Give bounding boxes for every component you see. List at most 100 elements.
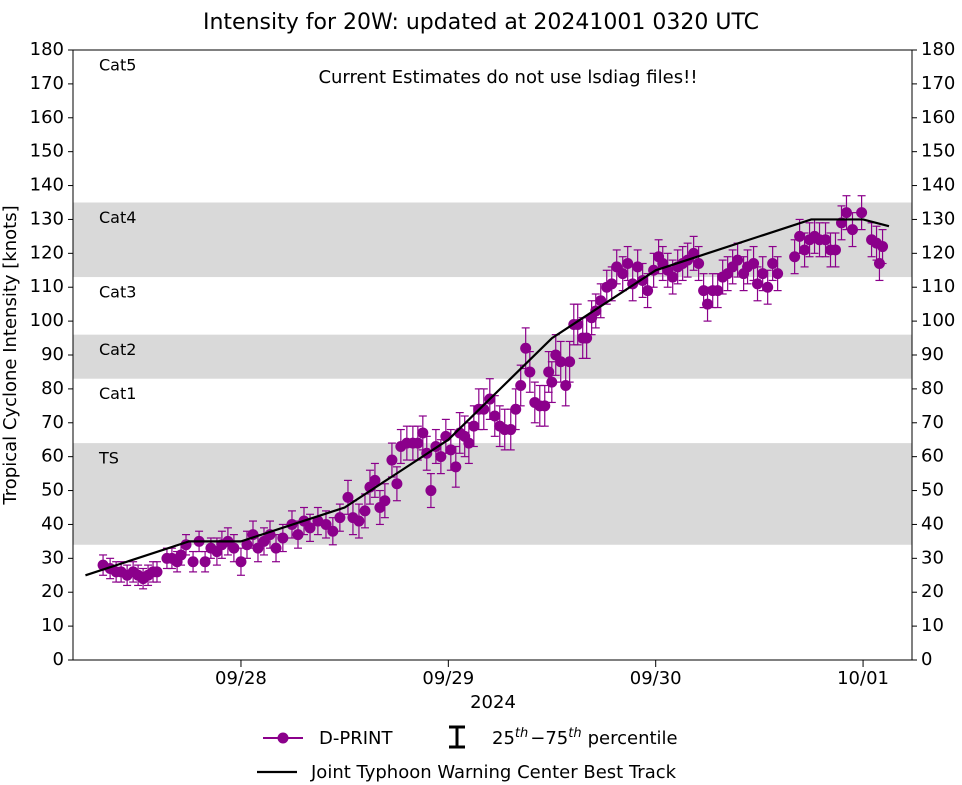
y-tick-label: 100 [921, 310, 955, 331]
dprint-point [772, 268, 784, 280]
y-tick-label: 160 [30, 107, 64, 128]
dprint-point [606, 278, 618, 290]
dprint-point [417, 427, 429, 439]
y-tick-label: 40 [41, 513, 64, 534]
legend-label: Joint Typhoon Warning Center Best Track [310, 762, 677, 783]
legend-label: D-PRINT [319, 728, 393, 749]
y-tick-label: 80 [921, 378, 944, 399]
y-tick-label: 120 [921, 242, 955, 263]
category-label: TS [98, 449, 119, 468]
dprint-point [632, 261, 644, 273]
dprint-point [520, 342, 532, 354]
x-axis-label: 2024 [470, 692, 516, 713]
dprint-point [799, 244, 811, 256]
category-band [73, 334, 912, 379]
dprint-point [794, 230, 806, 242]
dprint-point [820, 234, 832, 246]
dprint-point [702, 298, 714, 310]
dprint-point [228, 542, 240, 554]
category-label: Cat4 [99, 208, 136, 227]
dprint-point [270, 542, 282, 554]
y-tick-label: 10 [921, 615, 944, 636]
dprint-point [693, 258, 705, 269]
dprint-point [199, 556, 211, 568]
category-label: Cat2 [99, 340, 136, 359]
y-tick-label: 130 [30, 208, 64, 229]
y-tick-label: 50 [921, 480, 944, 501]
category-label: Cat3 [99, 283, 136, 302]
dprint-point [435, 451, 447, 463]
y-tick-label: 80 [41, 378, 64, 399]
dprint-point [564, 356, 576, 368]
dprint-point [840, 207, 852, 219]
x-tick-label: 09/30 [630, 668, 682, 689]
dprint-point [642, 285, 654, 297]
dprint-point [320, 518, 332, 530]
y-tick-label: 70 [41, 412, 64, 433]
dprint-point [277, 532, 289, 544]
dprint-point [505, 424, 517, 436]
y-tick-label: 150 [30, 141, 64, 162]
dprint-point [856, 207, 868, 219]
chart-title: Intensity for 20W: updated at 20241001 0… [203, 10, 759, 35]
y-tick-label: 160 [921, 107, 955, 128]
dprint-point [425, 485, 437, 497]
x-tick-label: 09/29 [422, 668, 474, 689]
y-tick-label: 0 [53, 649, 64, 670]
y-tick-label: 140 [921, 175, 955, 196]
dprint-point [667, 271, 679, 283]
y-tick-label: 100 [30, 310, 64, 331]
dprint-point [386, 454, 398, 466]
dprint-point [342, 491, 354, 503]
legend-label-part: th [515, 726, 528, 741]
dprint-point [698, 285, 710, 297]
dprint-point [327, 525, 339, 537]
dprint-point [757, 268, 769, 280]
annotation: Current Estimates do not use lsdiag file… [318, 67, 697, 88]
y-tick-label: 70 [921, 412, 944, 433]
dprint-point [510, 403, 522, 415]
dprint-point [412, 437, 424, 449]
y-tick-label: 120 [30, 242, 64, 263]
y-tick-label: 140 [30, 175, 64, 196]
legend-label-part: 25 [492, 728, 515, 749]
x-tick-label: 10/01 [837, 668, 889, 689]
y-tick-label: 170 [30, 73, 64, 94]
dprint-point [524, 366, 536, 378]
dprint-point [235, 556, 247, 568]
y-tick-label: 150 [921, 141, 955, 162]
dprint-point [292, 529, 304, 541]
dprint-point [555, 356, 567, 368]
dprint-point [581, 332, 593, 344]
dprint-point [304, 522, 316, 534]
x-tick-label: 09/28 [215, 668, 267, 689]
y-tick-label: 10 [41, 615, 64, 636]
category-label: Cat5 [99, 56, 136, 75]
y-tick-label: 0 [921, 649, 932, 670]
dprint-point [241, 539, 253, 551]
legend-marker [277, 732, 289, 744]
y-tick-label: 180 [30, 39, 64, 60]
y-tick-label: 60 [41, 446, 64, 467]
best-track-line [85, 218, 890, 577]
y-tick-label: 90 [41, 344, 64, 365]
dprint-point [334, 512, 346, 524]
dprint-point [445, 444, 457, 456]
y-tick-label: 180 [921, 39, 955, 60]
dprint-point [829, 244, 841, 256]
legend-label-part: −75 [530, 728, 568, 749]
y-tick-label: 50 [41, 480, 64, 501]
legend-label-part: th [568, 726, 581, 741]
y-tick-label: 30 [921, 547, 944, 568]
dprint-point [712, 285, 724, 297]
dprint-point [846, 224, 858, 236]
y-tick-label: 20 [921, 581, 944, 602]
dprint-point [560, 380, 572, 391]
y-tick-label: 130 [921, 208, 955, 229]
dprint-point [369, 474, 381, 486]
y-tick-label: 110 [921, 276, 955, 297]
dprint-point [391, 478, 403, 490]
dprint-point [463, 437, 475, 449]
dprint-point [515, 380, 527, 391]
y-tick-label: 90 [921, 344, 944, 365]
